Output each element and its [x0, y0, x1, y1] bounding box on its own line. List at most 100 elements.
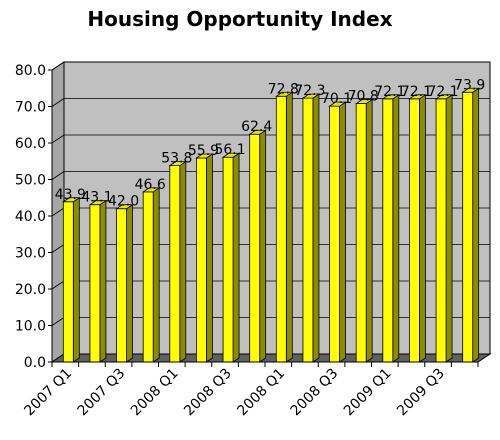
bar — [115, 203, 134, 363]
y-tick-label: 60.0 — [15, 136, 46, 152]
bar-side — [365, 98, 373, 363]
bar-side — [179, 160, 187, 363]
bar-top — [221, 152, 241, 158]
bar — [195, 153, 214, 363]
y-tick-label: 20.0 — [15, 282, 46, 298]
data-label: 62.4 — [241, 119, 272, 135]
x-tick-label: 2008 Q1 — [234, 366, 288, 420]
gridline-diag — [51, 280, 65, 290]
bar-side — [206, 153, 213, 363]
gridline-diag — [51, 134, 65, 144]
bar-top — [88, 200, 108, 206]
bar-side — [285, 91, 293, 363]
bar-front — [116, 208, 127, 363]
bar — [328, 101, 347, 363]
y-tick-label: 50.0 — [15, 173, 46, 189]
y-tick-label: 10.0 — [15, 319, 46, 335]
data-label: 72.8 — [268, 81, 299, 97]
gridline-diag — [51, 317, 65, 326]
data-labels: 43.943.142.046.6 53.855.956.1 62.4 72.872.3… — [55, 77, 486, 209]
bar-top — [301, 93, 321, 99]
data-label: 72.1 — [374, 84, 405, 100]
bar-front — [169, 165, 181, 363]
bar-top — [274, 91, 294, 97]
x-tick-label: 2009 Q3 — [394, 366, 448, 420]
bar-side — [312, 93, 320, 363]
bar-front — [355, 103, 367, 363]
bar-top — [381, 94, 401, 100]
data-label: 55.9 — [188, 143, 219, 159]
bar-front — [62, 201, 74, 363]
bar — [88, 199, 108, 363]
data-label: 53.8 — [161, 151, 192, 167]
bar-top — [195, 153, 214, 159]
bar-top — [248, 129, 268, 135]
bar-top — [461, 87, 481, 93]
bar-front — [435, 98, 447, 363]
bar — [301, 93, 321, 363]
bar — [434, 94, 454, 363]
bar-front — [329, 105, 340, 363]
data-label: 56.1 — [214, 142, 245, 158]
y-tick-label: 0.0 — [24, 355, 46, 371]
bar-side — [72, 197, 80, 363]
x-tick-label: 2008 Q3 — [288, 366, 342, 420]
data-label: 43.9 — [55, 187, 86, 203]
bar-side — [445, 94, 453, 363]
bar-top — [328, 101, 347, 107]
bar — [248, 129, 268, 363]
bar-front — [275, 95, 287, 363]
bar-top — [434, 94, 454, 100]
bar-top — [141, 187, 161, 193]
bar-front — [196, 157, 207, 363]
data-label: 70.8 — [348, 89, 379, 105]
bar — [61, 197, 81, 363]
bar-front — [89, 204, 101, 363]
x-axis: 2007 Q1 2007 Q3 2008 Q1 2008 Q3 2008 Q1 2008 … — [21, 361, 479, 420]
y-tick-label: 40.0 — [15, 209, 46, 225]
bar — [141, 187, 161, 363]
bar-front — [142, 191, 154, 363]
bar-side — [232, 152, 240, 363]
gridline-diag — [51, 171, 65, 180]
bar-front — [462, 91, 474, 363]
bar-front — [382, 98, 394, 363]
data-label: 72.3 — [294, 83, 325, 99]
data-label: 46.6 — [135, 177, 166, 193]
bar-side — [339, 101, 346, 363]
bar — [168, 160, 188, 363]
bar-front — [249, 133, 261, 363]
bar — [408, 94, 427, 363]
bar-side — [392, 94, 400, 363]
bar-top — [168, 161, 188, 167]
y-axis: 0.0 10.0 20.0 30.0 40.0 50.0 60.0 70.0 80.0 — [15, 63, 53, 371]
gridline-diag — [51, 98, 65, 107]
bar — [354, 98, 374, 363]
data-label: 70.1 — [321, 91, 352, 107]
y-tick-label: 30.0 — [15, 246, 46, 262]
bar — [381, 94, 401, 363]
data-label: 72.1 — [401, 84, 432, 100]
x-tick-label: 2007 Q1 — [21, 366, 75, 420]
data-label: 42.0 — [108, 194, 139, 210]
bar-front — [302, 97, 314, 363]
bar-top — [354, 99, 374, 104]
data-label: 73.9 — [454, 77, 485, 93]
bar-top — [408, 94, 427, 100]
data-label: 72.1 — [427, 84, 458, 100]
gridline-diag — [51, 61, 65, 71]
bar-side — [259, 129, 267, 363]
x-tick-label: 2008 Q3 — [181, 366, 235, 420]
x-tick-label: 2007 Q3 — [75, 366, 129, 420]
bar-top — [115, 204, 134, 210]
chart-title: Housing Opportunity Index — [87, 7, 392, 31]
bars — [61, 87, 481, 363]
bar-front — [409, 98, 420, 363]
y-tick-label: 80.0 — [15, 63, 46, 79]
bar-side — [472, 87, 480, 363]
gridline-diag — [51, 244, 65, 253]
bar — [274, 91, 294, 363]
y-tick-label: 70.0 — [15, 100, 46, 116]
data-label: 43.1 — [81, 190, 112, 206]
